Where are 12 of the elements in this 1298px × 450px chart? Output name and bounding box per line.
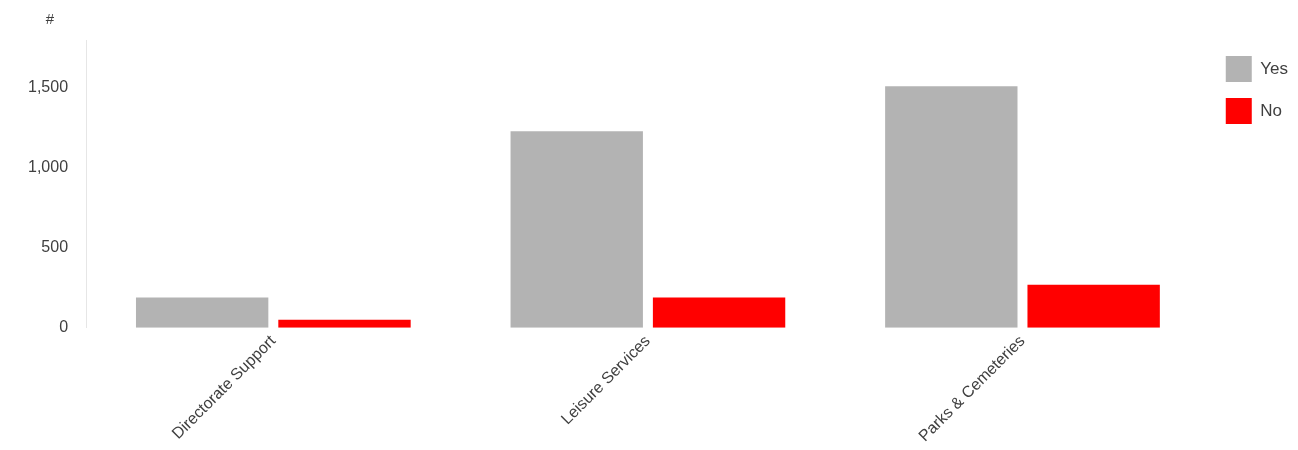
bar (135, 297, 269, 328)
y-tick-label: 1,000 (27, 158, 69, 176)
y-tick-label: 500 (41, 238, 69, 256)
y-axis-title: # (45, 10, 55, 28)
bar (1027, 284, 1160, 328)
bar (885, 86, 1018, 328)
bar (510, 131, 643, 328)
legend-label: No (1260, 100, 1282, 120)
y-tick-label: 1,500 (27, 78, 69, 96)
y-tick-label: 0 (59, 318, 69, 336)
legend-label: Yes (1260, 58, 1288, 78)
bar (652, 297, 786, 328)
